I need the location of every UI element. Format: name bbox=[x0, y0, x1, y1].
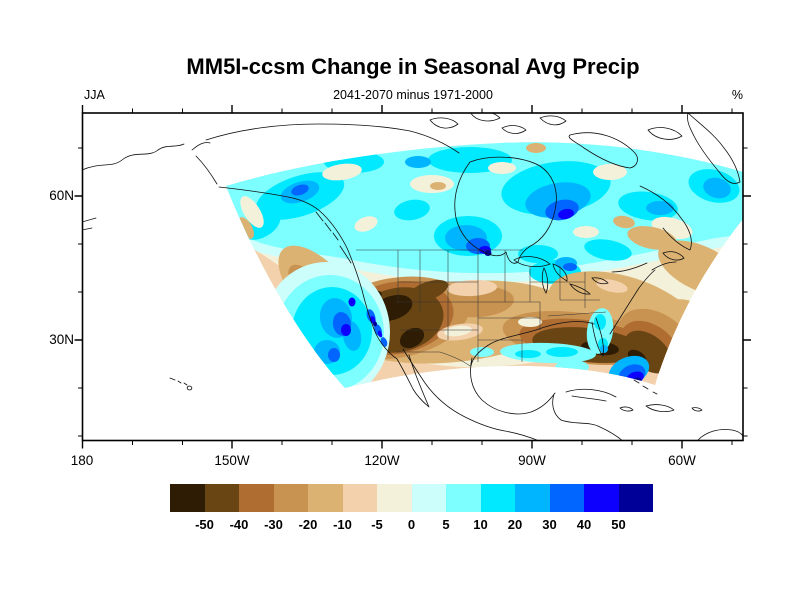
state-borders bbox=[356, 249, 607, 367]
colorbar-label: 50 bbox=[611, 517, 626, 532]
field-coast-pureblue bbox=[341, 297, 644, 385]
colorbar-cell bbox=[584, 484, 619, 512]
x-axis-tick-label: 90W bbox=[518, 453, 546, 468]
units-label: % bbox=[731, 88, 743, 102]
x-axis-tick-label: 150W bbox=[214, 453, 250, 468]
colorbar-label: -10 bbox=[333, 517, 352, 532]
colorbar-cell bbox=[411, 484, 446, 512]
y-axis-tick-label: 30N bbox=[49, 332, 74, 347]
colorbar-cell bbox=[308, 484, 343, 512]
figure-title: MM5I-ccsm Change in Seasonal Avg Precip bbox=[186, 54, 640, 79]
colorbar-cell bbox=[446, 484, 481, 512]
plot-frame bbox=[81, 112, 744, 442]
colorbar-cell bbox=[377, 484, 412, 512]
x-axis-tick-label: 120W bbox=[364, 453, 400, 468]
colorbar-cell bbox=[170, 484, 205, 512]
colorbar-label: 0 bbox=[407, 517, 416, 532]
colorbar-label: 10 bbox=[473, 517, 488, 532]
colorbar-label: -50 bbox=[195, 517, 214, 532]
colorbar-label: -5 bbox=[371, 517, 383, 532]
colorbar-cell bbox=[204, 484, 239, 512]
minor-ticks bbox=[78, 108, 748, 445]
colorbar-cell bbox=[480, 484, 515, 512]
colorbar-cell bbox=[342, 484, 377, 512]
colorbar-cell bbox=[239, 484, 274, 512]
model-domain-field bbox=[226, 142, 743, 388]
x-axis-tick-label: 180 bbox=[70, 453, 94, 468]
field-plains-light-patches bbox=[437, 279, 628, 341]
colorbar-label: 40 bbox=[576, 517, 592, 532]
colorbar-label: 5 bbox=[442, 517, 450, 532]
colorbar-label: 20 bbox=[507, 517, 523, 532]
coastlines bbox=[82, 113, 743, 441]
map-area bbox=[82, 113, 743, 441]
y-axis-tick-label: 60N bbox=[49, 188, 74, 203]
colorbar-cell bbox=[515, 484, 550, 512]
colorbar-label: -20 bbox=[298, 517, 318, 532]
colorbar-label: -30 bbox=[264, 517, 283, 532]
colorbar-label: -40 bbox=[229, 517, 249, 532]
colorbar-cell bbox=[618, 484, 653, 512]
map-canvas bbox=[74, 105, 751, 449]
major-ticks bbox=[74, 105, 751, 449]
colorbar-label: 30 bbox=[542, 517, 557, 532]
colorbar bbox=[170, 484, 653, 512]
colorbar-cell bbox=[549, 484, 584, 512]
colorbar-cell bbox=[273, 484, 308, 512]
period-label: 2041-2070 minus 1971-2000 bbox=[333, 88, 493, 102]
season-label: JJA bbox=[84, 88, 105, 102]
great-lakes-outlines bbox=[513, 256, 609, 295]
field-plains-cream-patches bbox=[444, 317, 542, 337]
x-axis-tick-label: 60W bbox=[668, 453, 696, 468]
